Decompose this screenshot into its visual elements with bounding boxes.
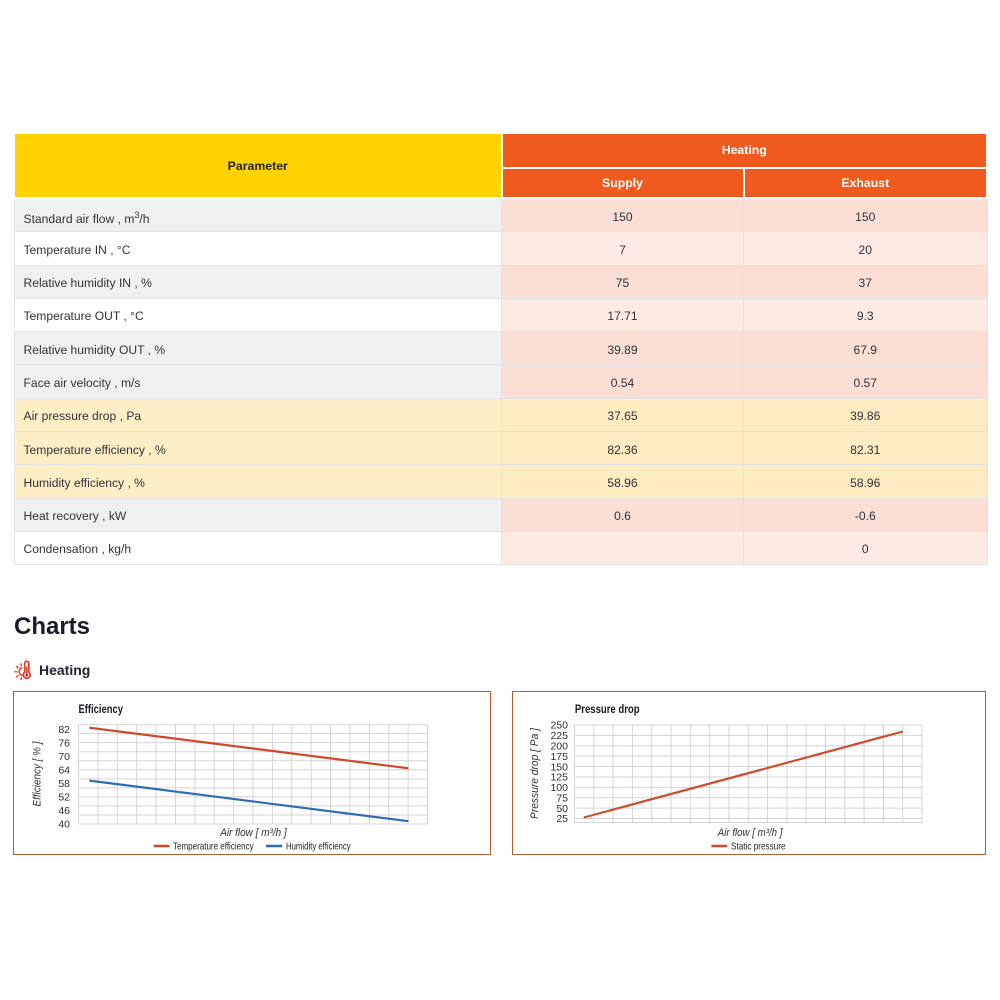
svg-text:175: 175 [550,751,568,763]
svg-text:Humidity efficiency: Humidity efficiency [286,842,351,853]
svg-text:250: 250 [550,720,568,732]
svg-text:76: 76 [58,737,70,749]
svg-text:40: 40 [58,819,70,831]
svg-text:82: 82 [58,724,70,736]
svg-text:52: 52 [58,792,70,804]
svg-text:58: 58 [58,778,70,790]
svg-text:Air flow [ m³/h ]: Air flow [ m³/h ] [717,827,783,839]
svg-text:125: 125 [550,772,568,784]
svg-text:Pressure drop: Pressure drop [575,704,640,716]
svg-text:Pressure drop [ Pa ]: Pressure drop [ Pa ] [529,727,541,819]
svg-text:64: 64 [58,765,70,777]
svg-text:Efficiency [ % ]: Efficiency [ % ] [32,741,44,807]
svg-text:70: 70 [58,751,70,763]
svg-text:225: 225 [550,730,568,742]
svg-text:Air flow [ m³/h ]: Air flow [ m³/h ] [219,827,287,839]
svg-text:200: 200 [550,740,568,752]
svg-text:46: 46 [58,805,70,817]
svg-text:Temperature efficiency: Temperature efficiency [173,842,254,853]
svg-text:Static pressure: Static pressure [731,842,786,853]
svg-text:Efficiency: Efficiency [79,704,124,716]
svg-text:25: 25 [556,813,568,825]
svg-text:75: 75 [556,792,568,804]
svg-text:150: 150 [550,761,568,773]
svg-text:50: 50 [556,803,568,815]
svg-text:100: 100 [550,782,568,794]
